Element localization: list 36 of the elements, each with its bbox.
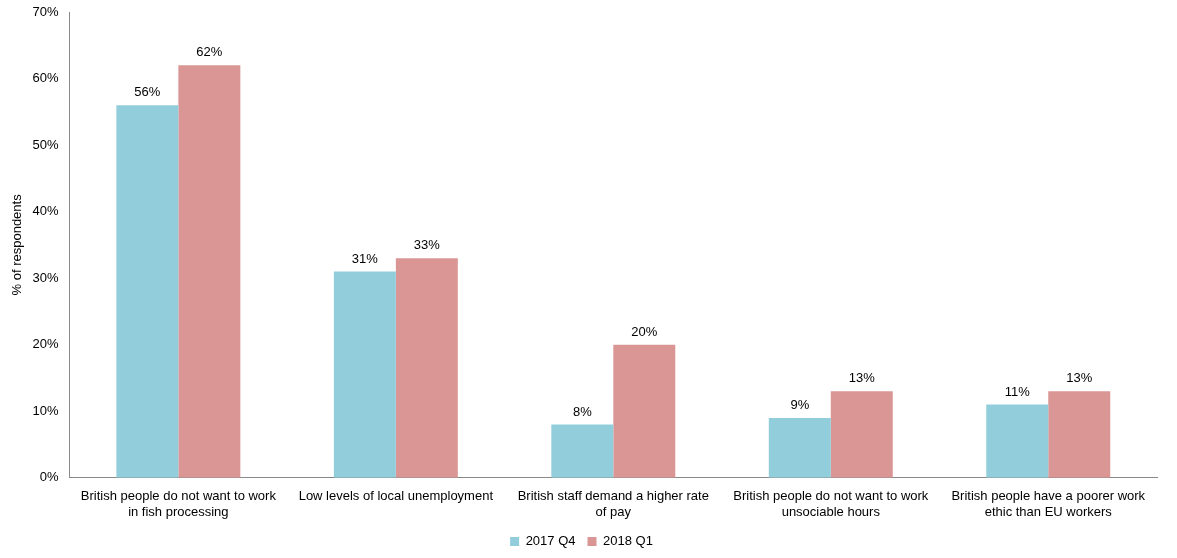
data-label: 56%: [134, 84, 161, 100]
bar: [768, 417, 831, 478]
data-label: 8%: [572, 403, 593, 419]
data-label: 31%: [351, 250, 379, 266]
y-tick-label: 70%: [32, 3, 60, 19]
bar: [116, 105, 179, 478]
data-label: 13%: [848, 370, 876, 386]
bar: [1048, 391, 1111, 478]
y-tick-label: 60%: [32, 70, 60, 86]
data-label: 13%: [1066, 370, 1093, 386]
y-tick-label: 30%: [32, 269, 60, 285]
bar: [333, 271, 396, 478]
x-tick-label: British people do not want to work in fish processing: [80, 488, 277, 519]
bar: [178, 65, 241, 478]
x-tick-label: British people do not want to work unsociable hours: [733, 488, 929, 519]
x-tick-label: Low levels of local unemployment: [298, 488, 494, 504]
legend-label: 2018 Q1: [603, 533, 653, 549]
data-label: 9%: [790, 396, 810, 412]
y-tick-label: 50%: [32, 136, 60, 152]
bar: [395, 258, 458, 478]
bar: [986, 404, 1049, 478]
bar: [613, 344, 676, 478]
x-tick-label: British people have a poorer work ethic than EU workers: [951, 488, 1146, 519]
data-label: 11%: [1004, 383, 1031, 399]
y-axis-title: % of respondents: [9, 193, 25, 296]
data-label: 20%: [631, 323, 658, 339]
x-tick-label: British staff demand a higher rate of pay: [517, 488, 709, 519]
legend-label: 2017 Q4: [525, 533, 576, 549]
y-tick-label: 20%: [32, 336, 60, 352]
data-label: 62%: [196, 44, 223, 60]
bar: [830, 391, 893, 478]
bar: [551, 424, 614, 478]
y-tick-label: 0%: [39, 469, 60, 485]
y-tick-label: 40%: [32, 203, 60, 219]
data-label: 33%: [413, 237, 441, 253]
y-tick-label: 10%: [32, 402, 60, 418]
